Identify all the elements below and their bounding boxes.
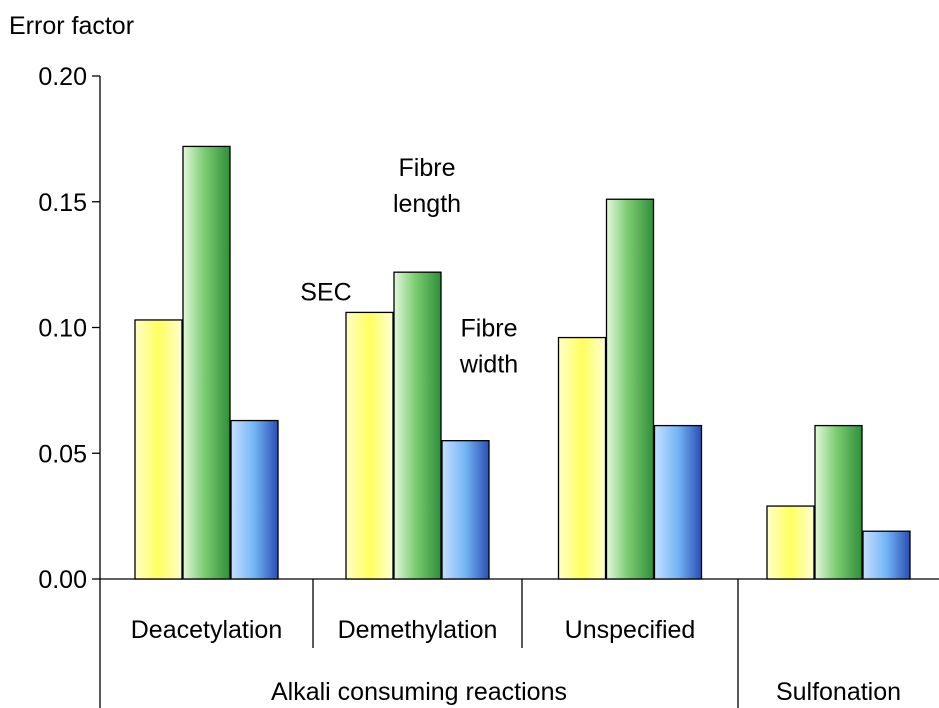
group-label: Alkali consuming reactions	[271, 678, 567, 706]
bar-fibre-width	[441, 440, 490, 580]
series-annotation: length	[393, 190, 461, 218]
group-label: Sulfonation	[776, 678, 901, 706]
bar-fibre-width	[862, 530, 911, 580]
bar-fibre-length	[182, 145, 231, 580]
y-tick-label: 0.15	[38, 189, 87, 217]
y-tick-label: 0.20	[38, 63, 87, 91]
category-label: Unspecified	[565, 616, 696, 644]
bar-fibre-width	[653, 424, 703, 580]
bar-sec	[766, 505, 815, 580]
y-tick-label: 0.00	[38, 566, 87, 594]
bar-sec	[557, 336, 607, 580]
bar-fibre-length	[814, 424, 863, 580]
bar-fibre-width	[230, 419, 279, 580]
series-annotation: SEC	[300, 278, 351, 306]
y-axis-title: Error factor	[9, 12, 134, 40]
plot-area: 0.00 0.05 0.10 0.15 0.20 Deacetylation Demethy…	[38, 63, 939, 708]
category-label: Demethylation	[338, 616, 498, 644]
series-annotation: Fibre	[399, 154, 456, 182]
y-tick-label: 0.10	[38, 315, 87, 343]
series-annotation: width	[459, 351, 518, 379]
bar-fibre-length	[605, 198, 655, 580]
bar-sec	[345, 311, 394, 580]
y-tick-label: 0.05	[38, 440, 87, 468]
bar-fibre-length	[393, 271, 442, 580]
series-annotation: Fibre	[461, 315, 518, 343]
category-label: Deacetylation	[131, 616, 282, 644]
bar-sec	[134, 319, 183, 580]
